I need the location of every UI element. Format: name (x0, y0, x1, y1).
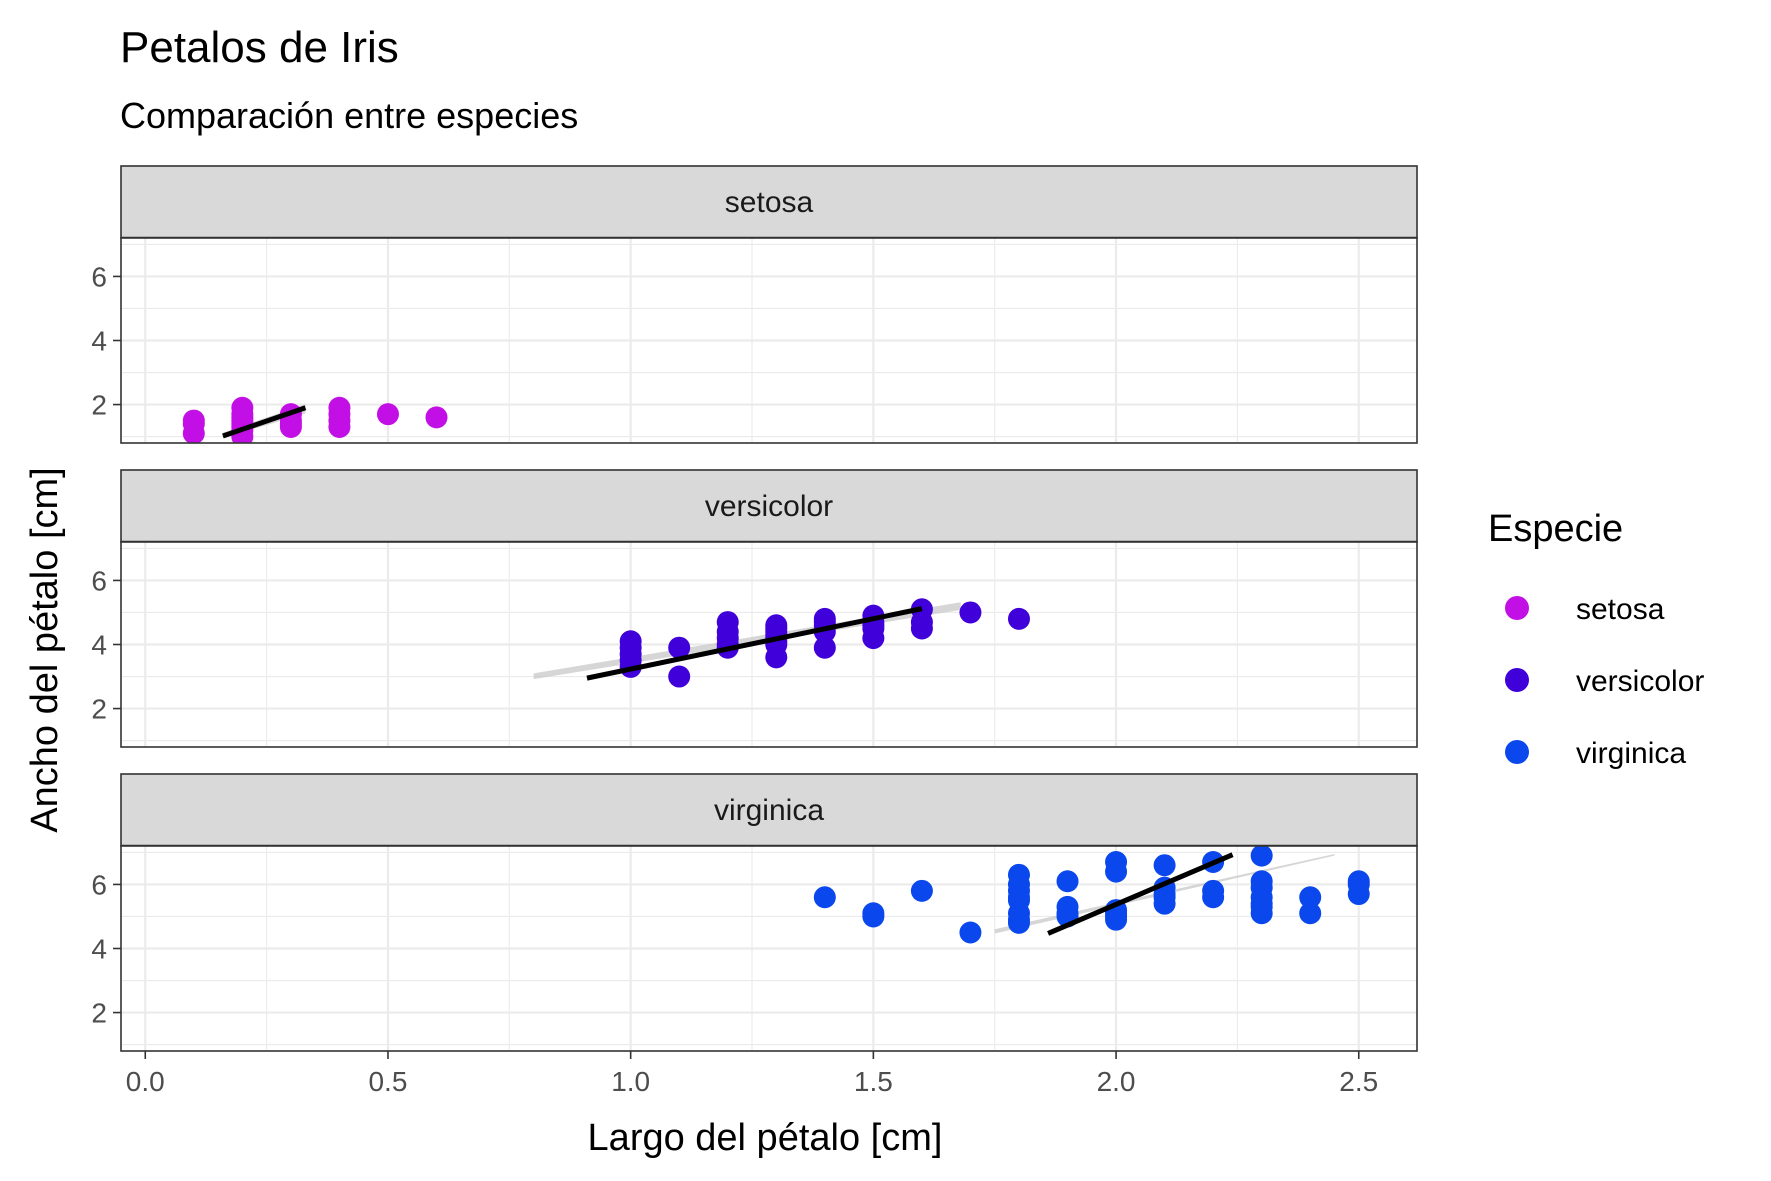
y-tick-label: 2 (91, 694, 107, 725)
data-point (328, 396, 351, 419)
data-point (1347, 870, 1370, 893)
data-point (1056, 870, 1079, 893)
facet-strip-label: virginica (714, 794, 824, 827)
data-point (716, 611, 739, 634)
data-point (813, 886, 836, 909)
legend-label: setosa (1576, 593, 1665, 626)
x-axis-title: Largo del pétalo [cm] (588, 1117, 943, 1159)
legend-item-versicolor: versicolor (1505, 665, 1704, 698)
data-point (619, 630, 642, 653)
x-tick-label: 1.0 (611, 1066, 650, 1097)
legend: Especie setosa versicolor virginica (1488, 508, 1704, 770)
x-tick-label: 0.5 (368, 1066, 407, 1097)
data-point (376, 403, 399, 426)
panel-content (533, 598, 1030, 688)
data-point (1056, 895, 1079, 918)
x-tick-label: 2.5 (1339, 1066, 1378, 1097)
chart-subtitle: Comparación entre especies (120, 95, 578, 136)
data-point (1153, 854, 1176, 877)
legend-key (1505, 668, 1529, 692)
data-point (1105, 851, 1128, 874)
legend-item-setosa: setosa (1505, 593, 1665, 626)
data-point (910, 879, 933, 902)
panel-border (120, 845, 1418, 1052)
y-tick-label: 6 (91, 261, 107, 292)
legend-title: Especie (1488, 508, 1623, 550)
data-point (668, 665, 691, 688)
legend-key (1505, 740, 1529, 764)
legend-item-virginica: virginica (1505, 737, 1686, 770)
panel-border (120, 541, 1418, 748)
y-tick-label: 4 (91, 326, 107, 357)
data-point (1250, 846, 1273, 867)
data-point (813, 636, 836, 659)
regression-line (1047, 852, 1234, 936)
data-point (765, 614, 788, 637)
facet-strip (120, 165, 1418, 239)
y-tick-label: 6 (91, 565, 107, 596)
data-point (813, 607, 836, 630)
facet-virginica: virginica 2 4 6 (91, 773, 1418, 1052)
legend-label: virginica (1576, 737, 1686, 770)
x-axis: 0.0 0.5 1.0 1.5 2.0 2.5 (126, 1051, 1378, 1097)
facet-panels: setosa 2 4 6 versicolor 2 4 6 virginica 2 4 6 (91, 165, 1418, 1052)
data-point (1202, 879, 1225, 902)
x-tick-label: 0.0 (126, 1066, 165, 1097)
data-point (862, 902, 885, 925)
data-point (1250, 870, 1273, 893)
facet-versicolor: versicolor 2 4 6 (91, 469, 1418, 748)
panel-content (813, 846, 1370, 944)
facet-strip (120, 469, 1418, 543)
panel-content (182, 396, 448, 443)
panel-border (120, 237, 1418, 444)
y-tick-label: 6 (91, 869, 107, 900)
regression-line (586, 606, 923, 681)
y-axis-title: Ancho del pétalo [cm] (24, 467, 66, 832)
y-tick-label: 2 (91, 390, 107, 421)
facet-strip (120, 773, 1418, 847)
data-point (425, 406, 448, 429)
x-tick-label: 2.0 (1097, 1066, 1136, 1097)
data-point (1299, 902, 1322, 925)
y-tick-label: 4 (91, 934, 107, 965)
facet-setosa: setosa 2 4 6 (91, 165, 1418, 444)
data-point (182, 409, 205, 432)
legend-label: versicolor (1576, 665, 1704, 698)
data-point (959, 921, 982, 944)
data-point (668, 636, 691, 659)
y-tick-label: 4 (91, 630, 107, 661)
data-point (1299, 886, 1322, 909)
data-point (1007, 863, 1030, 886)
y-tick-label: 2 (91, 998, 107, 1029)
legend-key (1505, 596, 1529, 620)
facet-strip-label: versicolor (705, 490, 833, 523)
data-point (959, 601, 982, 624)
regression-line (222, 405, 307, 439)
data-point (1007, 607, 1030, 630)
facet-strip-label: setosa (725, 186, 814, 219)
chart-title: Petalos de Iris (120, 23, 399, 72)
x-tick-label: 1.5 (854, 1066, 893, 1097)
data-point (231, 396, 254, 419)
